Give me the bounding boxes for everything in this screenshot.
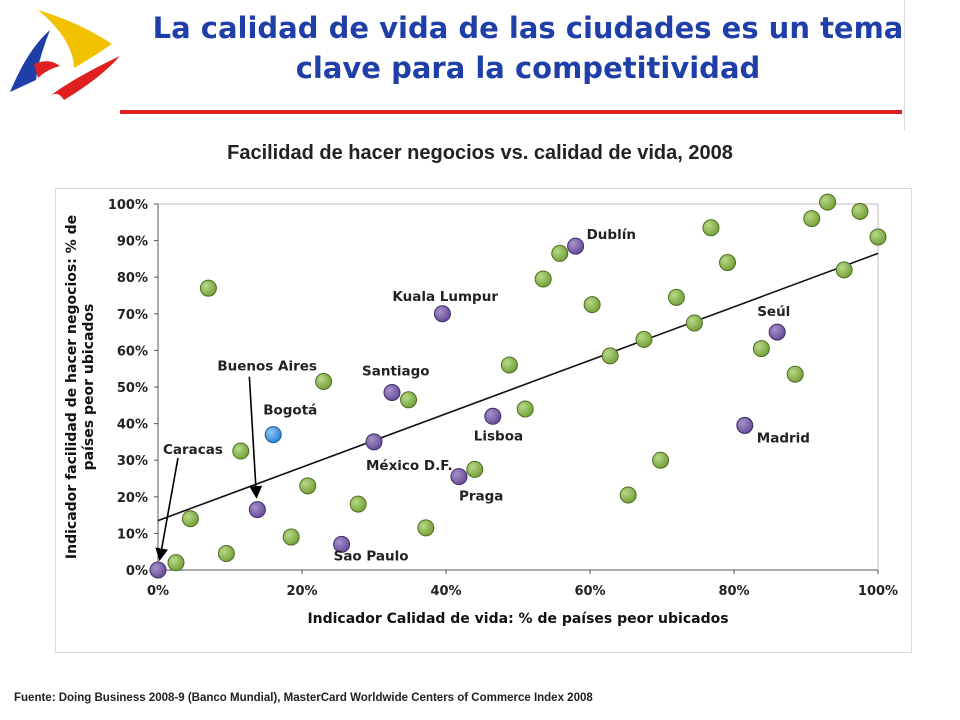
x-tick-label: 100% [858,584,898,599]
data-point [282,528,300,546]
swoosh-logo-icon [10,10,120,100]
source-note: Fuente: Doing Business 2008-9 (Banco Mun… [14,692,593,704]
point-label-praga: Praga [459,489,503,505]
point-label-caracas: Caracas [163,442,223,458]
data-point-se-l [768,323,786,341]
y-tick-label: 80% [117,271,148,286]
point-label-m-xico-d-f-: México D.F. [366,458,453,474]
data-point [583,296,601,314]
data-point [851,202,869,220]
logo [4,4,124,104]
data-point [835,261,853,279]
point-label-dubl-n: Dublín [587,227,636,243]
point-label-santiago: Santiago [362,363,430,379]
data-point [619,486,637,504]
data-point [217,545,235,563]
data-point [635,330,653,348]
point-label-bogot-: Bogotá [263,403,317,419]
data-point-madrid [736,416,754,434]
data-point [349,495,367,513]
data-point-bogot- [264,426,282,444]
x-axis-label: Indicador Calidad de vida: % de países p… [307,611,728,627]
buenos-aires-arrow [248,376,263,499]
data-point [232,442,250,460]
x-tick-label: 40% [430,584,461,599]
data-point [601,347,619,365]
y-axis-label-line: países peor ubicados [81,304,97,471]
x-tick-label: 60% [574,584,605,599]
y-tick-label: 20% [117,491,148,506]
y-tick-label: 30% [117,454,148,469]
data-point-dubl-n [567,237,585,255]
data-point [752,340,770,358]
data-point [181,510,199,528]
data-point [534,270,552,288]
chart-area: 0% 10% 20% 30% 40% 50% 60% 70% 80% 90% 100% 0% 20% 40… [55,188,912,653]
page-title: La calidad de vida de las ciudades es un… [128,8,928,88]
data-point [199,279,217,297]
y-tick-label: 0% [126,564,148,579]
data-point [719,254,737,272]
point-label-madrid: Madrid [757,430,810,446]
data-point [667,288,685,306]
point-label-se-l: Seúl [757,304,790,320]
data-point [315,373,333,391]
data-point [551,244,569,262]
caracas-arrow [155,457,179,562]
scatter-chart: 0% 10% 20% 30% 40% 50% 60% 70% 80% 90% 100% 0% 20% 40… [64,193,898,627]
data-point-lisboa [484,407,502,425]
data-point [819,193,837,211]
data-point [299,477,317,495]
chart-title: Facilidad de hacer negocios vs. calidad … [227,142,733,164]
data-point [516,400,534,418]
y-tick-label: 70% [117,308,148,323]
point-label-kuala-lumpur: Kuala Lumpur [392,289,498,305]
y-tick-label: 60% [117,344,148,359]
y-axis-label-line: Indicador facilidad de hacer negocios: %… [64,215,80,559]
data-point [685,314,703,332]
data-point [466,460,484,478]
trend-line [157,252,879,522]
data-point-buenos-aires [248,501,266,519]
data-point [167,554,185,572]
y-tick-label: 100% [108,198,148,213]
point-label-lisboa: Lisboa [474,428,523,444]
y-tick-label: 40% [117,418,148,433]
title-line-2: clave para la competitividad [295,51,761,85]
data-point-praga [450,468,468,486]
data-point [702,219,720,237]
data-point [652,451,670,469]
data-point-m-xico-d-f- [365,433,383,451]
y-tick-label: 90% [117,235,148,250]
data-point-sao-paulo [333,535,351,553]
data-point [803,210,821,228]
x-tick-label: 0% [147,584,169,599]
y-axis-label: Indicador facilidad de hacer negocios: %… [64,215,97,559]
data-point [417,519,435,537]
data-point [786,365,804,383]
title-line-1: La calidad de vida de las ciudades es un… [152,11,904,45]
point-label-sao-paulo: Sao Paulo [334,548,409,564]
data-point [869,228,887,246]
data-point-kuala-lumpur [433,305,451,323]
data-point-santiago [383,383,401,401]
y-tick-label: 50% [117,381,148,396]
point-label-buenos-aires: Buenos Aires [217,359,317,375]
x-tick-label: 80% [718,584,749,599]
title-divider [120,110,902,114]
data-point-caracas [149,561,167,579]
y-tick-label: 10% [117,527,148,542]
x-tick-label: 20% [286,584,317,599]
data-point [500,356,518,374]
data-point [400,391,418,409]
right-divider [904,0,905,130]
